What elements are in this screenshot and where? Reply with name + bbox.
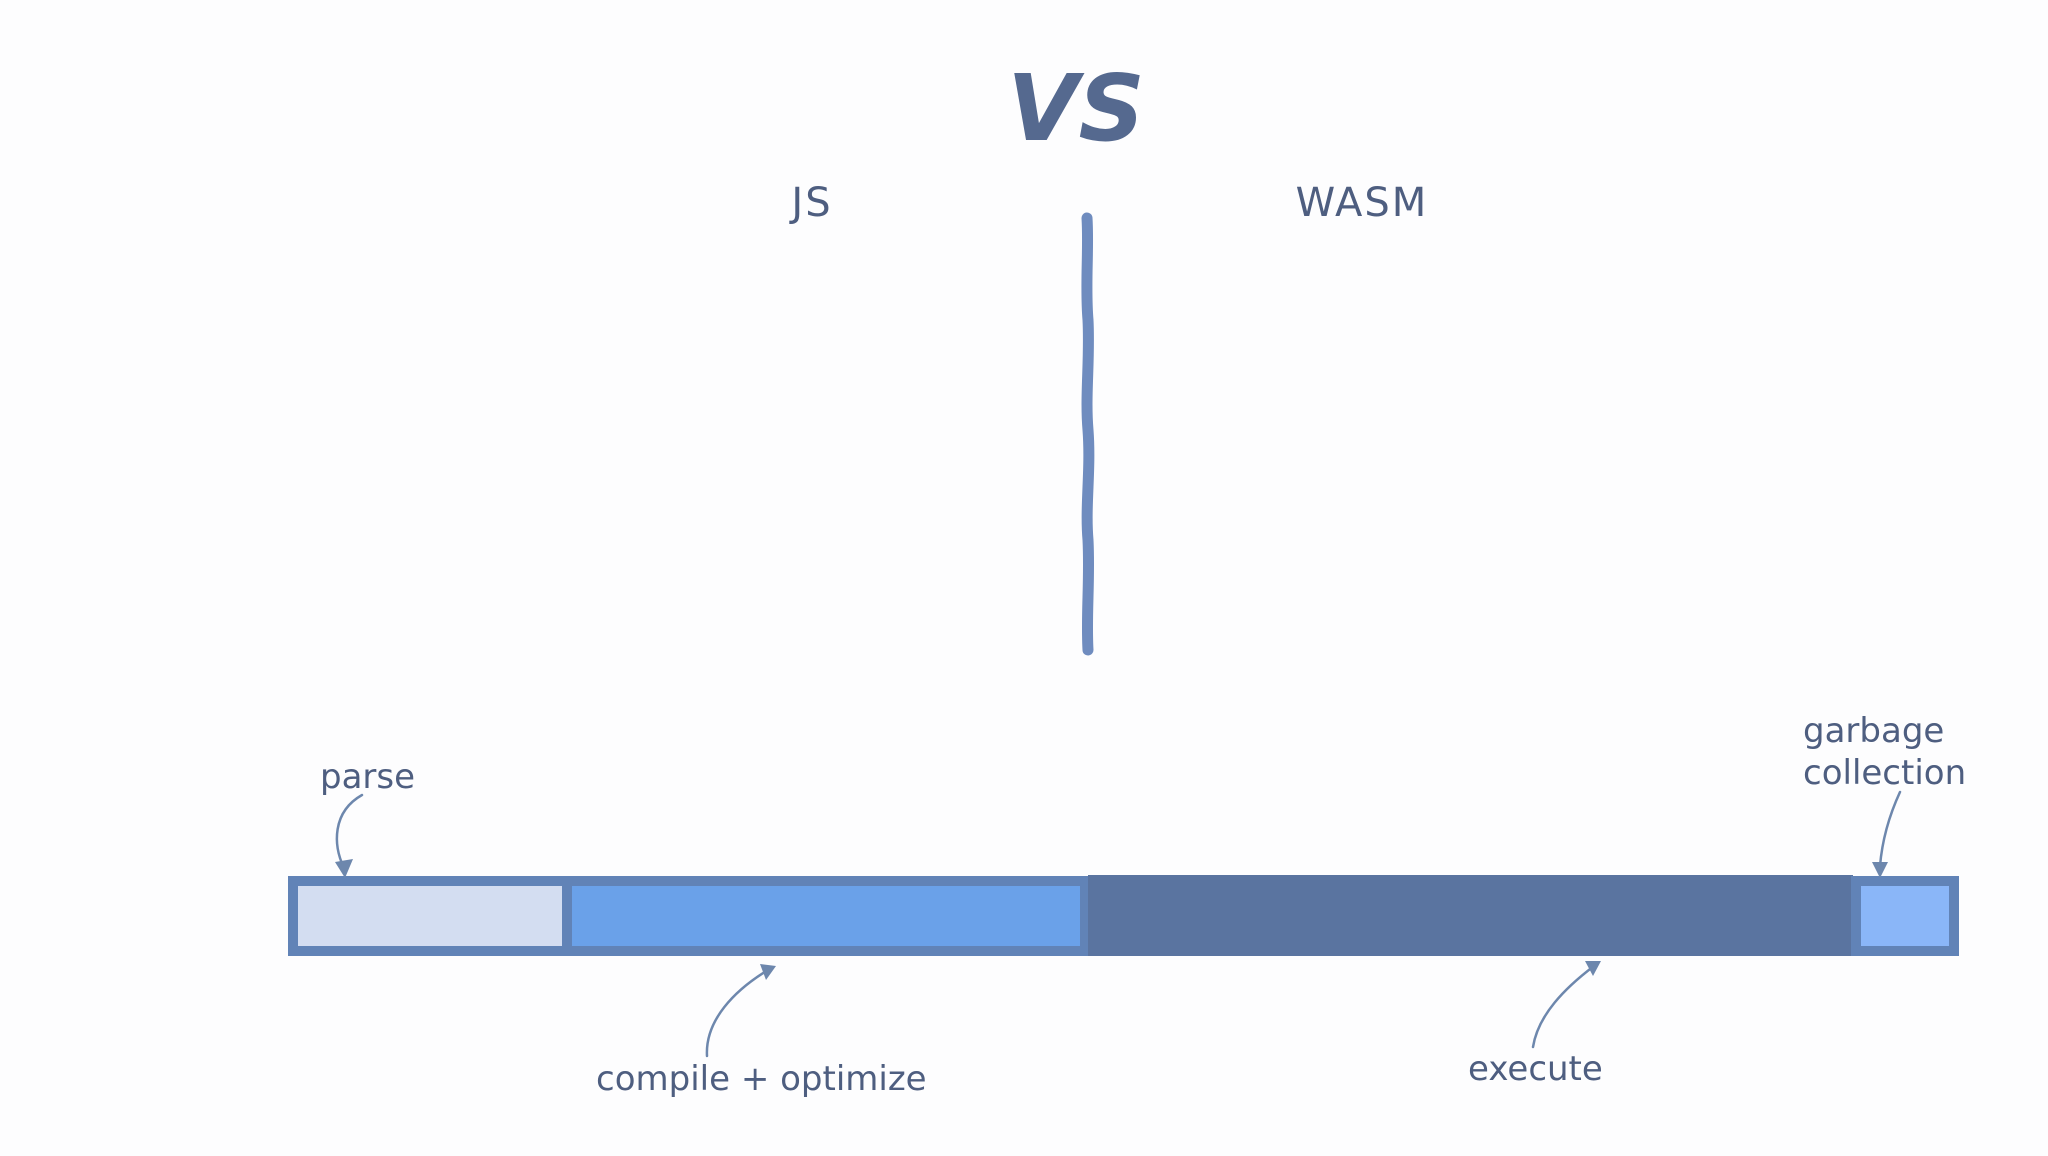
column-heading-wasm: WASM xyxy=(1296,180,1429,226)
segment-garbage-collection xyxy=(1851,876,1959,956)
vertical-divider xyxy=(1081,212,1095,656)
segment-compile-optimize xyxy=(562,876,1090,956)
arrowhead-compile-optimize xyxy=(760,964,776,980)
label-compile-optimize: compile + optimize xyxy=(596,1059,927,1099)
arrow-execute xyxy=(1531,964,1596,1049)
label-garbage-collection: garbage collection xyxy=(1803,711,1966,793)
column-heading-js: JS xyxy=(788,180,832,226)
arrowhead-parse xyxy=(335,859,353,878)
arrowhead-garbage-collection xyxy=(1872,862,1888,878)
timeline-bar xyxy=(288,875,1959,956)
arrow-parse xyxy=(335,793,364,870)
segment-execute xyxy=(1088,875,1853,956)
segment-parse xyxy=(288,876,572,956)
arrowhead-execute xyxy=(1585,961,1601,976)
arrow-garbage-collection xyxy=(1878,790,1902,868)
label-garbage-line-1: garbage xyxy=(1803,711,1944,751)
diagram-title: VS xyxy=(1007,55,1144,162)
arrow-compile-optimize xyxy=(705,968,770,1058)
label-parse: parse xyxy=(320,757,415,797)
label-garbage-line-2: collection xyxy=(1803,753,1966,793)
label-execute: execute xyxy=(1468,1049,1603,1089)
